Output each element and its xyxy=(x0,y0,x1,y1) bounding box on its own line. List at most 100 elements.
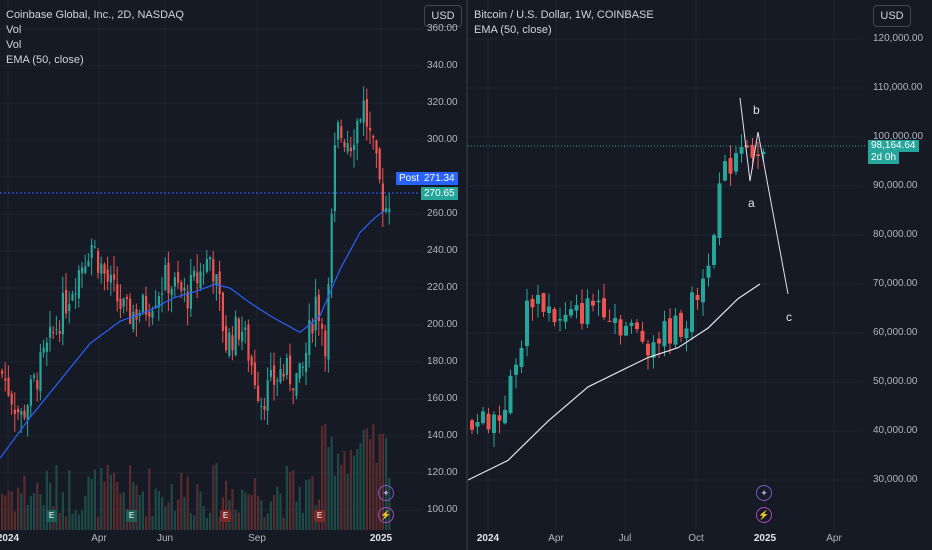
btc-candle xyxy=(646,343,650,356)
earnings-badge-1[interactable]: E xyxy=(46,510,57,522)
coin-price-tick: 100.00 xyxy=(427,504,458,515)
btc-candle xyxy=(684,328,689,339)
btc-indicator-ema[interactable]: EMA (50, close) xyxy=(474,24,552,36)
coin-volume-bar xyxy=(167,502,170,530)
coin-indicator-ema[interactable]: EMA (50, close) xyxy=(6,54,84,66)
coin-price-tick: 260.00 xyxy=(427,208,458,219)
btc-countdown: 2d 0h xyxy=(868,152,900,164)
coin-volume-bar xyxy=(237,512,240,530)
coin-volume-bar xyxy=(385,437,388,530)
coin-volume-bar xyxy=(269,501,272,530)
coin-volume-bar xyxy=(205,517,208,530)
btc-price-tick: 50,000.00 xyxy=(873,376,918,387)
btc-candle xyxy=(585,298,590,325)
coin-candle xyxy=(381,183,384,213)
btc-chart-canvas[interactable] xyxy=(468,0,932,550)
coin-volume-bar xyxy=(29,495,32,530)
coin-volume-bar xyxy=(292,470,295,530)
btc-candle xyxy=(503,409,507,424)
coin-candle xyxy=(247,324,250,361)
btc-candle xyxy=(750,144,755,158)
coin-time-2024: 2024 xyxy=(0,533,20,544)
coin-volume-bar xyxy=(141,491,144,530)
coin-candle xyxy=(369,127,372,131)
btc-price-tick: 120,000.00 xyxy=(873,33,924,44)
coin-candle xyxy=(282,373,285,377)
btc-last-price: 98,164.64 xyxy=(868,140,919,152)
coin-volume-bar xyxy=(301,512,304,530)
coin-volume-bar xyxy=(109,474,112,530)
coin-volume-bar xyxy=(81,510,84,530)
coin-candle xyxy=(324,330,327,357)
coin-volume-bar xyxy=(244,492,247,530)
coin-candle xyxy=(205,258,208,272)
coin-volume-bar xyxy=(138,495,141,530)
coin-candle xyxy=(202,273,205,275)
coin-volume-bar xyxy=(180,472,183,530)
coin-volume-bar xyxy=(273,495,276,530)
coin-candle xyxy=(349,147,352,152)
coin-candle xyxy=(359,119,362,122)
coin-candle xyxy=(356,120,359,144)
earnings-badge-4[interactable]: E xyxy=(314,510,325,522)
coin-chart-panel[interactable]: Coinbase Global, Inc., 2D, NASDAQ Vol Vo… xyxy=(0,0,466,550)
btc-candle xyxy=(734,153,738,172)
coin-candle xyxy=(177,272,180,283)
btc-candle xyxy=(481,411,485,424)
coin-currency-button[interactable]: USD xyxy=(424,5,462,27)
wave-label-b: b xyxy=(753,103,760,117)
lightning-icon[interactable]: ⚡ xyxy=(378,507,394,523)
coin-candle xyxy=(375,140,378,154)
btc-candle xyxy=(723,161,727,181)
btc-event-icon[interactable]: ✦ xyxy=(756,485,772,501)
coin-volume-bar xyxy=(337,453,340,530)
coin-price-tick: 200.00 xyxy=(427,319,458,330)
coin-candle xyxy=(228,332,231,356)
coin-candle xyxy=(218,271,221,295)
earnings-badge-3[interactable]: E xyxy=(220,510,231,522)
coin-volume-bar xyxy=(349,449,352,530)
coin-candle xyxy=(109,274,112,283)
coin-volume-bar xyxy=(372,424,375,530)
coin-candle xyxy=(173,277,176,287)
coin-volume-bar xyxy=(327,447,330,530)
coin-volume-bar xyxy=(61,492,64,530)
coin-indicator-vol-1[interactable]: Vol xyxy=(6,24,22,36)
btc-candle xyxy=(470,420,474,430)
coin-candle xyxy=(55,329,58,331)
coin-volume-bar xyxy=(151,516,154,530)
coin-chart-canvas[interactable] xyxy=(0,0,466,550)
btc-price-tick: 30,000.00 xyxy=(873,474,918,485)
coin-volume-bar xyxy=(77,514,80,530)
btc-chart-panel[interactable]: Bitcoin / U.S. Dollar, 1W, COINBASE EMA … xyxy=(468,0,932,550)
coin-volume-bar xyxy=(90,478,93,530)
btc-currency-button[interactable]: USD xyxy=(873,5,911,27)
coin-candle xyxy=(189,274,192,309)
coin-candle xyxy=(215,274,218,286)
earnings-badge-2[interactable]: E xyxy=(126,510,137,522)
coin-volume-bar xyxy=(39,493,42,530)
coin-candle xyxy=(71,293,74,301)
coin-volume-bar xyxy=(212,465,215,530)
coin-volume-bar xyxy=(276,486,279,530)
coin-candle xyxy=(196,272,199,284)
coin-volume-bar xyxy=(250,494,253,530)
coin-volume-bar xyxy=(260,500,263,530)
coin-candle xyxy=(1,370,4,374)
coin-time-apr: Apr xyxy=(91,533,107,544)
coin-volume-bar xyxy=(49,482,52,530)
coin-candle xyxy=(250,356,253,366)
btc-lightning-icon[interactable]: ⚡ xyxy=(756,507,772,523)
btc-candle xyxy=(657,338,661,344)
coin-candle xyxy=(39,352,42,392)
btc-candle xyxy=(629,322,634,326)
panel-divider[interactable] xyxy=(466,0,468,550)
event-icon[interactable]: ✦ xyxy=(378,485,394,501)
coin-candle xyxy=(353,144,356,151)
coin-indicator-vol-2[interactable]: Vol xyxy=(6,39,22,51)
coin-candle xyxy=(84,266,87,273)
coin-candle xyxy=(266,380,269,411)
post-market-label: Post xyxy=(396,172,423,185)
coin-candle xyxy=(317,294,320,322)
coin-candle xyxy=(260,405,263,407)
